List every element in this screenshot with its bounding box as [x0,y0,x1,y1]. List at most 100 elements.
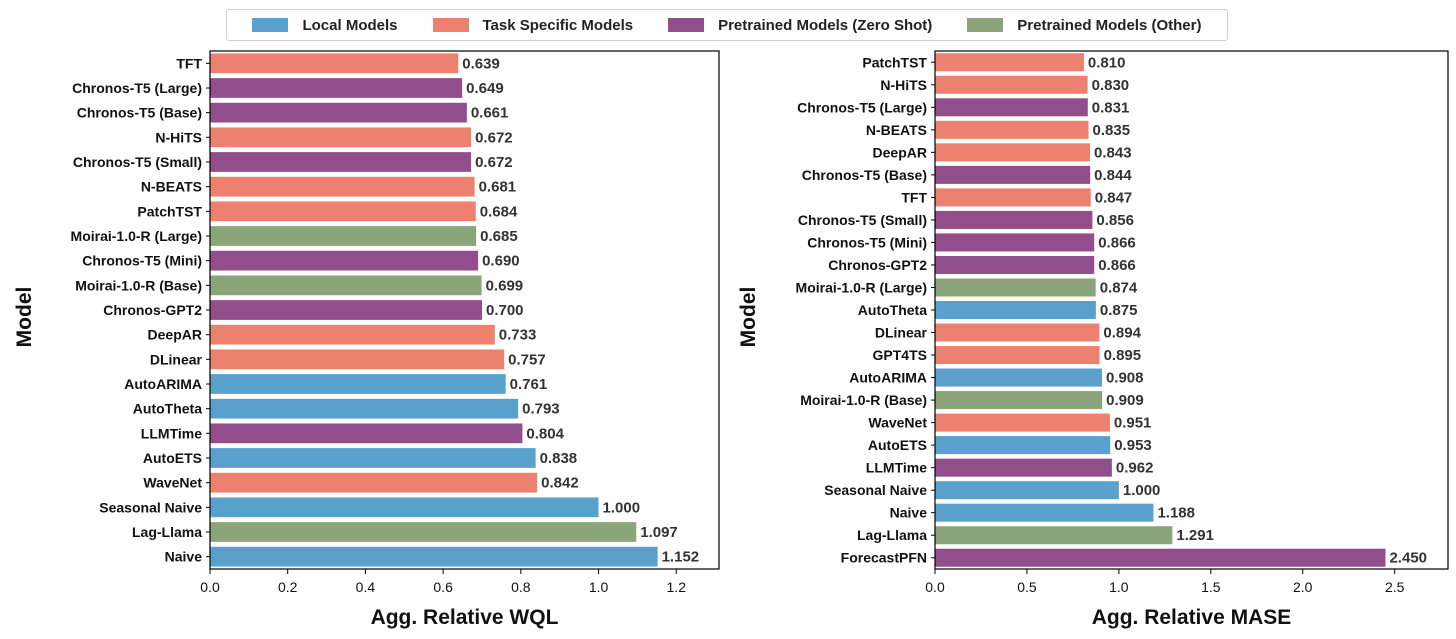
value-label: 0.684 [480,203,518,220]
value-label: 0.895 [1104,347,1142,364]
value-label: 0.761 [510,376,548,393]
value-label: 0.810 [1088,54,1126,71]
bar [935,233,1095,252]
bar [935,548,1386,567]
bar [935,165,1091,184]
value-label: 0.830 [1092,77,1130,94]
value-label: 0.672 [475,129,513,146]
y-tick-label: Seasonal Naive [824,482,927,498]
value-label: 0.793 [522,401,560,418]
legend-item-task-specific: Task Specific Models [432,17,633,34]
y-tick-label: Lag-Llama [132,524,202,540]
bar [935,323,1100,342]
y-tick-label: TFT [176,55,202,71]
value-label: 0.894 [1103,325,1141,342]
bar [935,503,1154,522]
x-tick-label: 1.5 [1201,579,1221,595]
y-tick-label: PatchTST [137,203,202,219]
mase-bar-chart: PatchTST 0.810 N-HiTS 0.830 Chronos-T5 (Larg… [737,50,1449,629]
value-label: 0.838 [540,450,578,467]
plot-frame [934,50,1449,570]
y-tick-label: DeepAR [148,327,202,343]
y-tick-label: Chronos-T5 (Small) [73,154,202,170]
bar [935,255,1095,274]
x-tick-label: 0.0 [925,579,945,595]
y-axis-label: Model [13,287,36,348]
y-tick-label: AutoTheta [133,401,202,417]
value-label: 0.953 [1114,437,1152,454]
bar [935,210,1093,229]
value-label: 0.843 [1094,144,1132,161]
bar [935,346,1100,365]
value-label: 0.661 [471,105,509,122]
value-label: 0.700 [486,302,524,319]
x-tick-label: 0.2 [278,579,298,595]
bar [210,102,467,123]
bar [935,143,1091,162]
y-tick-label: Chronos-GPT2 [103,302,202,318]
value-label: 0.875 [1100,302,1138,319]
legend-swatch-pretrained-other [967,18,1004,32]
bar [935,368,1102,387]
y-tick-label: Naive [165,549,203,565]
legend-label-pretrained-zero-shot: Pretrained Models (Zero Shot) [718,16,933,34]
legend-swatch-task-specific [432,18,469,32]
x-tick-label: 1.0 [589,579,609,595]
y-tick-label: Moirai-1.0-R (Base) [800,392,927,408]
y-tick-label: WaveNet [868,415,927,431]
value-label: 0.866 [1098,234,1136,251]
wql-bar-chart: TFT 0.639 Chronos-T5 (Large) 0.649 Chronos-T… [13,50,720,629]
legend-item-local: Local Models [252,16,398,34]
bar [935,436,1111,455]
value-label: 0.831 [1092,99,1130,116]
legend-label-pretrained-other: Pretrained Models (Other) [1017,16,1202,34]
bar [210,349,505,370]
value-label: 0.690 [482,253,520,270]
legend-item-pretrained-zero-shot: Pretrained Models (Zero Shot) [668,17,932,34]
y-tick-label: N-HiTS [155,129,202,145]
bar [935,458,1112,477]
legend-swatch-pretrained-zero-shot [668,18,705,32]
y-tick-label: Chronos-T5 (Large) [797,99,927,115]
y-tick-label: AutoARIMA [849,370,927,386]
value-label: 1.000 [1123,482,1161,499]
value-label: 1.152 [662,549,700,566]
x-tick-label: 0.0 [200,579,220,595]
y-tick-label: N-HiTS [880,77,927,93]
y-tick-label: ForecastPFN [841,550,927,566]
bar [935,278,1096,297]
y-tick-label: Moirai-1.0-R (Large) [71,228,202,244]
x-tick-label: 1.0 [1109,579,1129,595]
value-label: 0.844 [1094,167,1132,184]
y-tick-label: GPT4TS [873,347,927,363]
y-tick-label: Naive [890,505,928,521]
value-label: 0.842 [541,475,579,492]
value-label: 0.866 [1098,257,1136,274]
y-tick-label: LLMTime [141,425,202,441]
y-tick-label: Moirai-1.0-R (Large) [796,279,927,295]
bar [210,522,637,542]
value-label: 0.962 [1116,460,1154,477]
y-tick-label: AutoETS [868,437,927,453]
y-tick-label: Chronos-GPT2 [828,257,927,273]
y-tick-label: WaveNet [143,475,202,491]
y-tick-label: Chronos-T5 (Base) [77,105,202,121]
y-axis-label: Model [737,287,760,348]
bar [935,481,1119,500]
bar [210,275,482,296]
bar [210,226,477,246]
legend: Local Models Task Specific Models Pretra… [226,9,1228,41]
bar [210,472,538,493]
y-tick-label: AutoTheta [858,302,927,318]
value-label: 0.804 [526,425,564,442]
bar [935,300,1096,320]
value-label: 1.291 [1176,527,1214,544]
value-label: 0.909 [1106,392,1144,409]
y-tick-label: TFT [901,189,927,205]
legend-label-local: Local Models [302,16,398,34]
value-label: 0.685 [480,228,518,245]
value-label: 0.757 [508,351,546,368]
bar [210,423,523,444]
value-label: 1.097 [640,524,678,541]
bar [210,497,599,518]
